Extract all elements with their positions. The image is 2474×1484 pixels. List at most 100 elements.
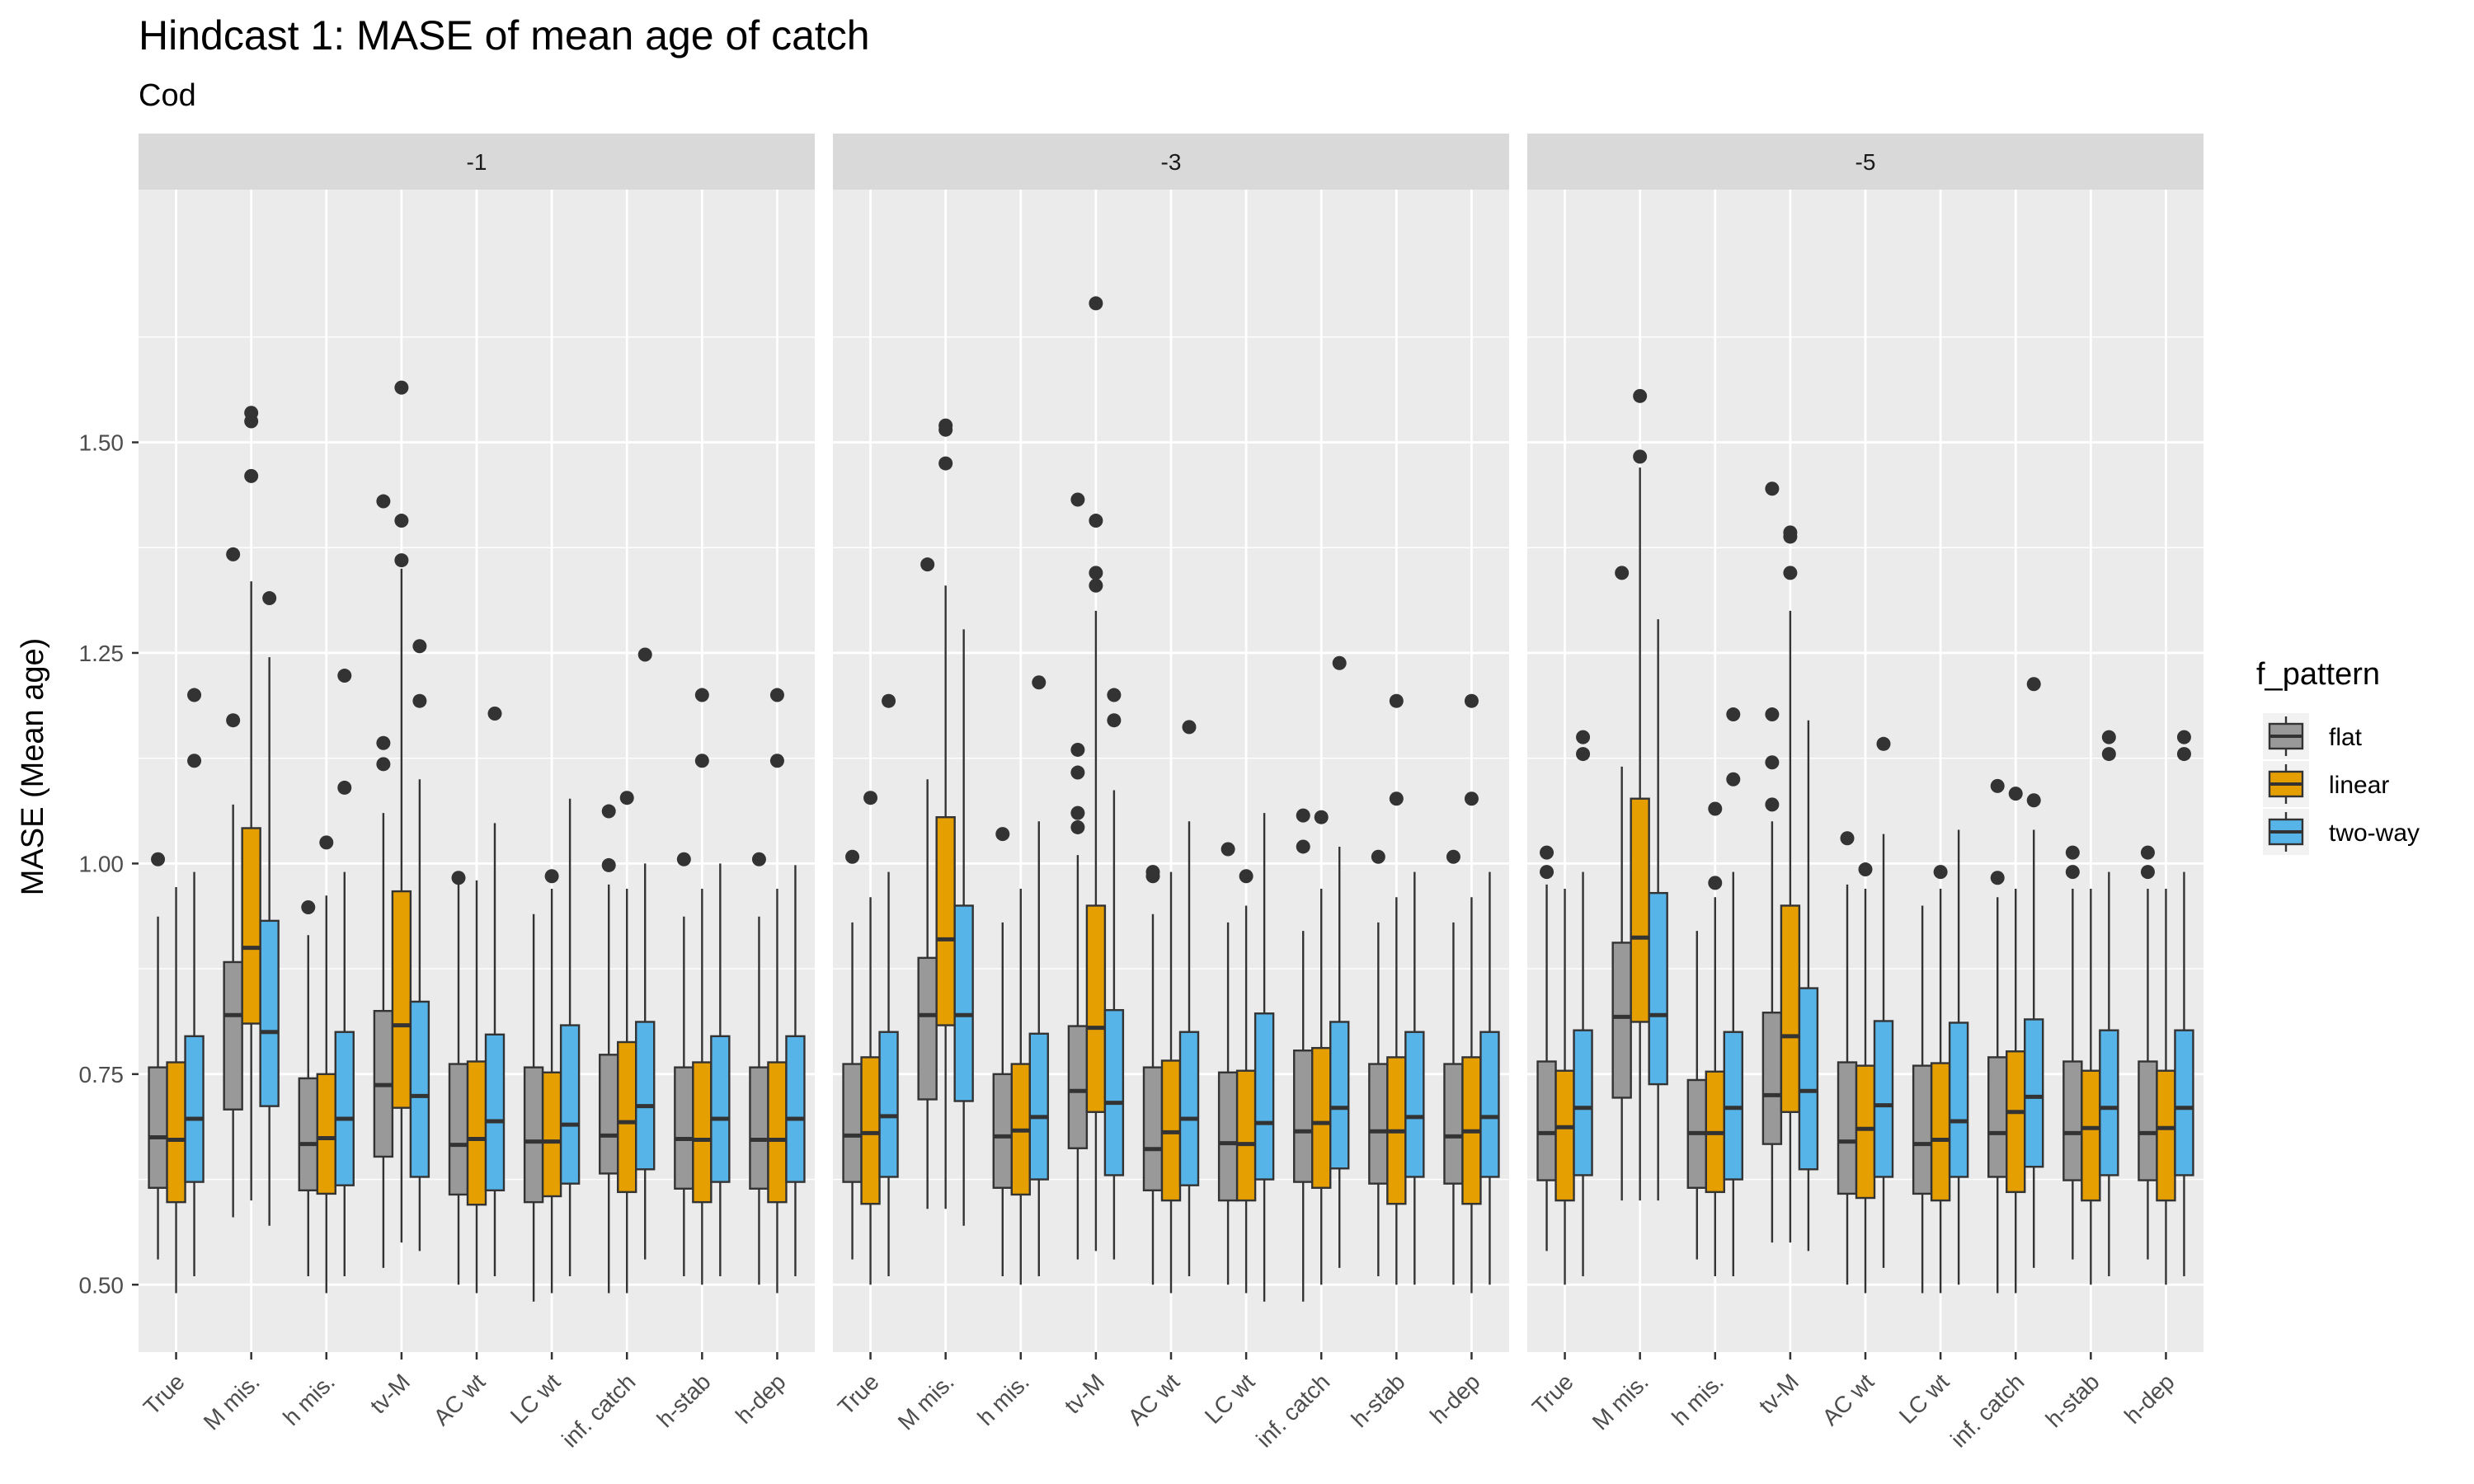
- facet-panel-3: -3: [833, 134, 1509, 1352]
- outlier-point: [1182, 720, 1197, 735]
- box-iqr: [484, 1033, 506, 1192]
- outlier-point: [769, 754, 784, 768]
- box-linear-ac-wt: [1855, 862, 1876, 1294]
- outlier-point: [226, 547, 241, 561]
- outlier-point: [1296, 808, 1310, 823]
- outlier-point: [1576, 747, 1591, 762]
- x-tick-label-tv-m: tv-M: [365, 1369, 415, 1418]
- box-iqr: [1178, 1031, 1200, 1186]
- outlier-point: [1576, 730, 1591, 744]
- outlier-point: [601, 804, 616, 819]
- facet-panel-5: -5: [1527, 134, 2204, 1352]
- box-flat-ac-wt: [1142, 865, 1164, 1285]
- box-two-way-true: [1573, 730, 1593, 1277]
- outlier-point: [1464, 693, 1479, 708]
- x-tick-label-inf-catch: inf. catch: [1251, 1369, 1334, 1452]
- box-linear-inf-catch: [1311, 810, 1332, 1285]
- outlier-point: [487, 707, 502, 721]
- box-iqr: [1404, 1031, 1425, 1178]
- box-iqr: [1253, 1012, 1275, 1181]
- legend-item-linear: linear: [2263, 761, 2389, 807]
- x-tick-label-lc-wt: LC wt: [1200, 1369, 1260, 1429]
- box-iqr: [917, 956, 938, 1101]
- chart-title: Hindcast 1: MASE of mean age of catch: [139, 12, 870, 59]
- box-flat-tv-m: [1067, 492, 1089, 1260]
- box-iqr: [316, 1073, 336, 1195]
- box-flat-tv-m: [373, 494, 394, 1268]
- box-iqr: [184, 1035, 205, 1183]
- box-two-way-h-mis: [1723, 707, 1743, 1277]
- box-two-way-ac-wt: [1178, 720, 1200, 1277]
- box-linear-ac-wt: [466, 880, 487, 1294]
- box-two-way-h-dep: [785, 865, 806, 1277]
- outlier-point: [1296, 839, 1310, 854]
- x-tick-label-h-dep: h-dep: [1425, 1369, 1485, 1429]
- outlier-point: [1765, 481, 1780, 496]
- box-iqr: [466, 1060, 487, 1206]
- box-iqr: [878, 1031, 899, 1178]
- box-iqr: [334, 1031, 355, 1186]
- box-iqr: [860, 1056, 881, 1205]
- outlier-point: [1990, 871, 2005, 885]
- box-iqr: [259, 919, 280, 1107]
- box-linear-m-mis: [241, 406, 261, 1201]
- box-flat-h-dep: [749, 852, 769, 1285]
- outlier-point: [2140, 845, 2155, 860]
- x-tick-label-m-mis: M mis.: [199, 1369, 265, 1435]
- x-tick-label-tv-m: tv-M: [1060, 1369, 1109, 1418]
- outlier-point: [1540, 845, 1554, 860]
- outlier-point: [1783, 525, 1798, 540]
- box-two-way-true: [184, 688, 205, 1277]
- box-two-way-tv-m: [1103, 688, 1125, 1260]
- box-flat-h-dep: [2138, 845, 2158, 1260]
- outlier-point: [2026, 793, 2041, 808]
- box-iqr: [1912, 1064, 1933, 1195]
- outlier-point: [1726, 707, 1741, 722]
- outlier-point: [187, 754, 202, 768]
- box-iqr: [1837, 1061, 1858, 1195]
- box-two-way-ac-wt: [1873, 736, 1894, 1268]
- x-tick-label-h-mis: h mis.: [1667, 1369, 1729, 1430]
- box-iqr: [1630, 797, 1650, 1023]
- y-tick-label: 1.50: [79, 430, 125, 456]
- legend-title: f_pattern: [2256, 657, 2380, 692]
- box-linear-h-stab: [692, 688, 713, 1285]
- box-flat-true: [148, 852, 168, 1260]
- box-linear-tv-m: [1085, 296, 1107, 1252]
- x-tick-label-m-mis: M mis.: [1587, 1369, 1653, 1435]
- outlier-point: [1070, 492, 1085, 507]
- box-iqr: [599, 1054, 619, 1175]
- box-iqr: [2099, 1029, 2119, 1176]
- outlier-point: [2026, 677, 2041, 692]
- outlier-point: [1990, 778, 2005, 793]
- box-iqr: [692, 1061, 713, 1204]
- legend-label: flat: [2329, 724, 2363, 751]
- box-flat-m-mis: [223, 547, 243, 1218]
- facet-strip-label: -1: [467, 149, 487, 175]
- box-flat-h-mis: [298, 900, 318, 1277]
- outlier-point: [1726, 772, 1741, 787]
- x-tick-label-h-dep: h-dep: [731, 1369, 791, 1429]
- outlier-point: [187, 688, 202, 702]
- outlier-point: [2101, 730, 2116, 744]
- legend: f_pattern flat linear two-way: [2256, 657, 2420, 855]
- box-iqr: [298, 1077, 318, 1192]
- outlier-point: [151, 852, 166, 866]
- box-iqr: [2024, 1018, 2044, 1168]
- box-iqr: [1368, 1063, 1389, 1185]
- box-iqr: [448, 1063, 469, 1196]
- box-flat-h-stab: [1368, 849, 1389, 1277]
- box-flat-inf-catch: [1987, 778, 2008, 1294]
- box-flat-h-mis: [992, 827, 1013, 1277]
- outlier-point: [1089, 514, 1103, 528]
- box-two-way-tv-m: [409, 639, 430, 1252]
- legend-item-two-way: two-way: [2263, 809, 2420, 855]
- facet-strip-label: -3: [1161, 149, 1182, 175]
- box-iqr: [2174, 1029, 2194, 1176]
- outlier-point: [1070, 819, 1085, 834]
- outlier-point: [1070, 765, 1085, 780]
- box-iqr: [541, 1071, 562, 1198]
- box-iqr: [1103, 1008, 1125, 1176]
- x-tick-label-lc-wt: LC wt: [1894, 1369, 1954, 1429]
- box-two-way-h-mis: [334, 669, 355, 1277]
